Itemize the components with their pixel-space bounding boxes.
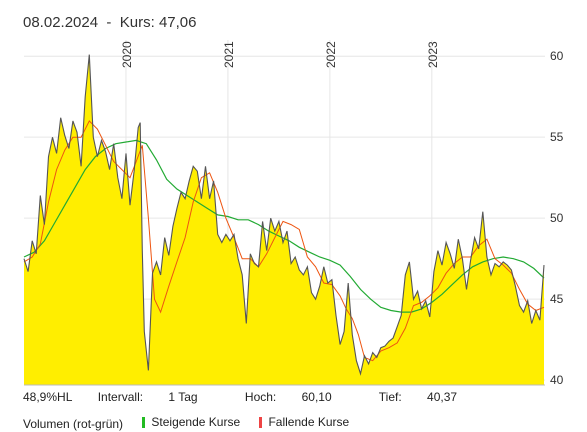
y-tick-label: 45 — [550, 292, 564, 306]
price-line — [23, 54, 545, 376]
interval-value: 1 Tag — [168, 390, 198, 404]
stats-bar: 48,9%HL Intervall: 1 Tag Hoch: 60,10 Tie… — [23, 390, 501, 404]
high-label: Hoch: — [244, 390, 277, 404]
interval-label: Intervall: — [97, 390, 144, 404]
legend-rising: Steigende Kurse — [142, 415, 240, 429]
x-tick-label: 2022 — [324, 41, 338, 68]
price-area — [24, 54, 544, 385]
falling-swatch — [259, 416, 263, 428]
y-tick-label: 40 — [550, 373, 564, 387]
x-tick-label: 2021 — [222, 41, 236, 68]
header-separator: - — [106, 14, 112, 31]
range-stat: 48,9%HL — [23, 390, 73, 404]
legend-volume: Volumen (rot-grün) — [23, 417, 123, 431]
legend-falling: Fallende Kurse — [259, 415, 349, 429]
date-label: 08.02.2024 — [23, 14, 99, 31]
price-label: Kurs: — [119, 14, 155, 31]
y-tick-label: 55 — [550, 130, 564, 144]
legend-volume-label: Volumen (rot-grün) — [23, 416, 124, 431]
rising-swatch — [142, 416, 146, 428]
interval-stat: Intervall: 1 Tag — [98, 390, 220, 404]
price-chart: 40 45 50 55 60 2020 2021 2022 2023 — [23, 40, 564, 387]
x-tick-label: 2023 — [426, 41, 440, 68]
y-tick-label: 60 — [550, 49, 564, 63]
low-value: 40,37 — [427, 390, 458, 404]
x-tick-label: 2020 — [120, 41, 134, 68]
price-value: 47,06 — [158, 14, 197, 31]
legend: Volumen (rot-grün) Steigende Kurse Falle… — [23, 415, 365, 431]
high-stat: Hoch: 60,10 — [245, 390, 354, 404]
high-value: 60,10 — [301, 390, 332, 404]
y-tick-label: 50 — [550, 211, 564, 225]
short-moving-average-line — [23, 120, 545, 362]
legend-rising-label: Steigende Kurse — [151, 415, 241, 429]
low-stat: Tief: 40,37 — [379, 390, 479, 404]
low-label: Tief: — [378, 390, 402, 404]
chart-header: 08.02.2024 - Kurs: 47,06 — [23, 14, 197, 31]
legend-falling-label: Fallende Kurse — [268, 415, 350, 429]
